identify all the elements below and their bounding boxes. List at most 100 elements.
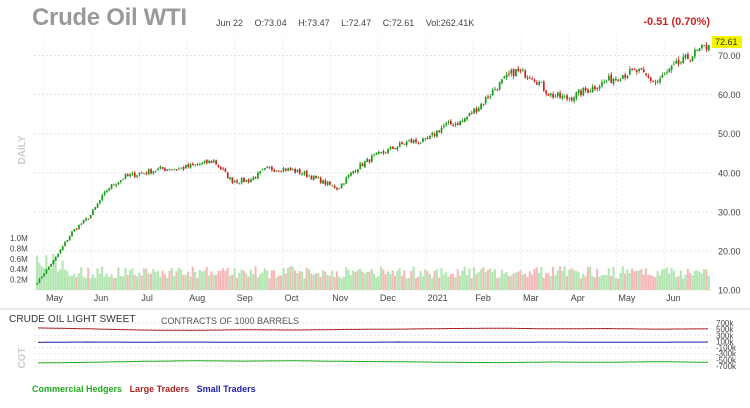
volume-bar — [493, 269, 496, 290]
volume-bar — [482, 267, 485, 290]
volume-bar — [277, 275, 280, 290]
volume-bar — [526, 276, 529, 290]
candle-body — [47, 266, 50, 270]
candle-body — [301, 173, 303, 175]
candle-body — [359, 163, 362, 169]
candle-body — [117, 182, 120, 185]
volume-bar — [101, 266, 104, 290]
volume-bar — [610, 275, 613, 290]
candle-body — [322, 179, 324, 184]
cot-tick-label: 700k — [716, 319, 734, 328]
volume-bar — [533, 269, 536, 290]
cot-units: CONTRACTS OF 1000 BARRELS — [161, 316, 300, 326]
volume-bar — [219, 270, 222, 290]
volume-bar — [263, 268, 266, 290]
volume-bar — [649, 275, 652, 290]
candle-body — [405, 141, 408, 146]
volume-bar — [354, 271, 357, 290]
volume-bar — [133, 274, 136, 290]
volume-bar — [314, 273, 318, 290]
candle-body — [192, 163, 194, 165]
volume-bar — [614, 277, 617, 290]
volume-bar — [340, 278, 343, 290]
volume-bar — [284, 273, 287, 290]
volume-bar — [663, 268, 666, 290]
candle-body — [608, 75, 610, 81]
last-price-label: 72.61 — [715, 37, 738, 47]
candle-body — [436, 130, 438, 137]
volume-bar — [361, 271, 364, 290]
volume-bar — [644, 268, 648, 290]
candle-body — [549, 93, 552, 96]
volume-bar — [598, 276, 601, 290]
volume-bar — [507, 276, 510, 290]
candle-body — [315, 175, 317, 179]
candle-body — [663, 73, 666, 75]
candle-body — [601, 82, 603, 87]
candle-body — [147, 169, 150, 175]
volume-bar — [347, 269, 350, 290]
volume-bar — [519, 270, 522, 290]
volume-bar — [152, 268, 155, 290]
candle-body — [512, 68, 515, 77]
volume-bar — [233, 268, 236, 290]
candle-body — [205, 159, 208, 164]
candle-body — [529, 77, 531, 79]
candle-body — [396, 146, 399, 150]
volume-bar — [463, 266, 466, 290]
volume-bar — [128, 270, 132, 290]
volume-bar — [452, 274, 455, 290]
volume-bar — [675, 277, 678, 290]
candle-body — [473, 108, 475, 114]
volume-bar — [231, 274, 234, 290]
candle-body — [180, 167, 183, 169]
candle-body — [577, 89, 580, 94]
volume-bar — [70, 275, 73, 290]
volume-bar — [600, 275, 603, 290]
cot-tick-label: 300k — [716, 331, 734, 340]
candle-body — [50, 264, 52, 267]
volume-bar — [472, 267, 476, 290]
candle-body — [282, 168, 285, 172]
volume-tick-label: 0.4M — [10, 265, 28, 274]
candle-body — [433, 133, 436, 136]
volume-bar — [345, 267, 348, 290]
candle-body — [175, 169, 178, 171]
volume-bar — [52, 253, 55, 290]
month-label: May — [618, 293, 636, 303]
last-price-marker: 72.61 — [712, 36, 742, 48]
candle-body — [610, 74, 613, 83]
volume-bar — [700, 273, 703, 290]
volume-bar — [693, 270, 696, 290]
month-label: Jun — [94, 293, 109, 303]
candle-body — [487, 96, 489, 99]
candle-body — [259, 171, 262, 174]
volume-bar — [142, 268, 146, 290]
volume-bar — [210, 271, 213, 290]
candle-body — [431, 133, 434, 136]
candle-body — [575, 92, 578, 99]
candle-body — [201, 162, 204, 165]
volume-bar — [47, 269, 50, 290]
candle-body — [212, 160, 215, 163]
volume-value: Vol:262.41K — [425, 18, 475, 28]
volume-bar — [370, 269, 373, 290]
candle-body — [417, 142, 420, 144]
volume-bar — [342, 276, 345, 290]
candle-body — [82, 219, 85, 224]
candle-body — [587, 89, 589, 93]
volume-bar — [198, 270, 201, 290]
volume-bar — [479, 269, 483, 290]
cot-tick-label: -700k — [716, 362, 737, 371]
candle-body — [361, 163, 364, 167]
candle-body — [36, 283, 39, 285]
candle-body — [229, 177, 231, 179]
volume-bar — [117, 267, 120, 290]
candle-body — [189, 164, 192, 168]
candle-body — [526, 76, 529, 78]
volume-bar — [212, 274, 215, 290]
volume-bar — [61, 260, 64, 290]
volume-bar — [449, 273, 452, 290]
volume-bar — [635, 271, 638, 290]
